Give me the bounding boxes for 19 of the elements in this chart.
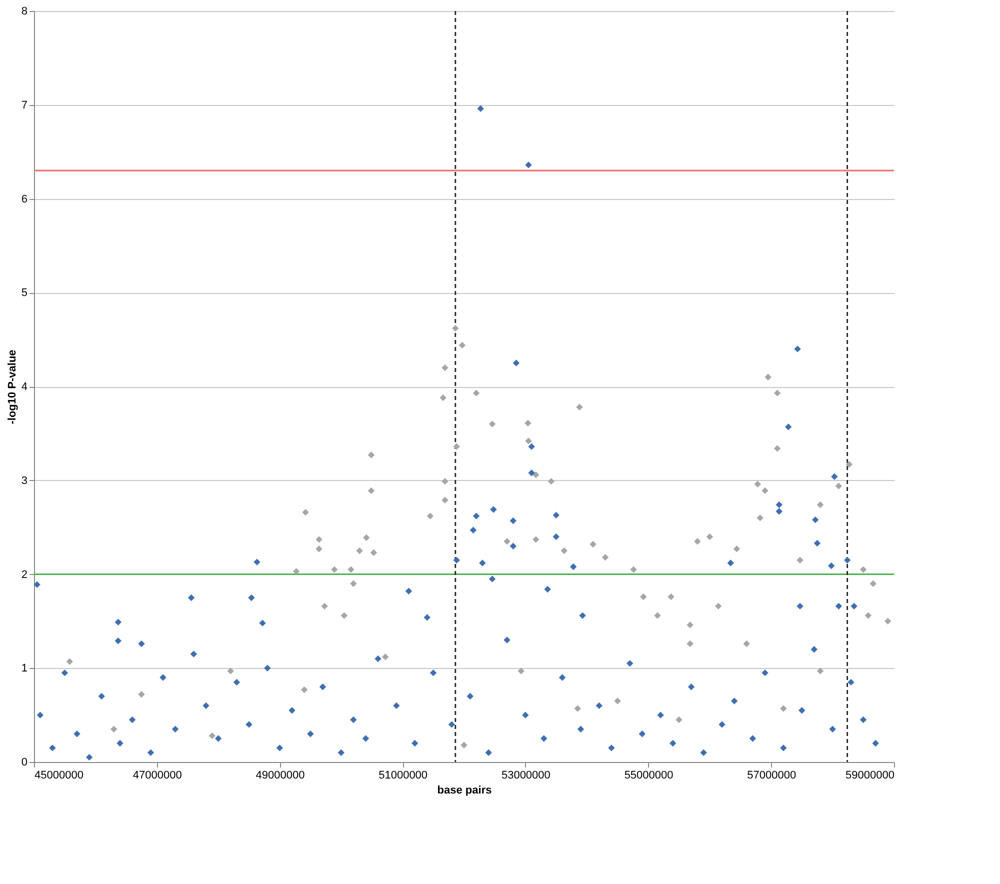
x-tick-label: 57000000	[747, 770, 796, 782]
y-tick-label: 1	[21, 662, 28, 675]
y-tick-label: 7	[21, 99, 28, 112]
x-tick-label: 59000000	[846, 770, 894, 782]
y-tick-label: 4	[21, 381, 28, 393]
x-tick-label: 55000000	[624, 770, 674, 782]
x-tick-label: 45000000	[34, 770, 84, 782]
y-tick-label: 3	[21, 474, 28, 487]
y-axis-title: -log10 P-value	[6, 350, 18, 424]
y-tick-label: 6	[21, 193, 28, 206]
y-tick-label: 2	[21, 568, 28, 581]
x-tick-label: 47000000	[132, 770, 182, 782]
x-tick-label: 53000000	[501, 770, 550, 782]
y-tick-label: 5	[21, 287, 28, 300]
x-tick-label: 49000000	[256, 770, 305, 782]
x-axis-title: base pairs	[437, 784, 492, 796]
x-tick-label: 51000000	[378, 770, 428, 782]
y-tick-label: 0	[21, 756, 28, 768]
y-tick-label: 8	[21, 6, 28, 18]
